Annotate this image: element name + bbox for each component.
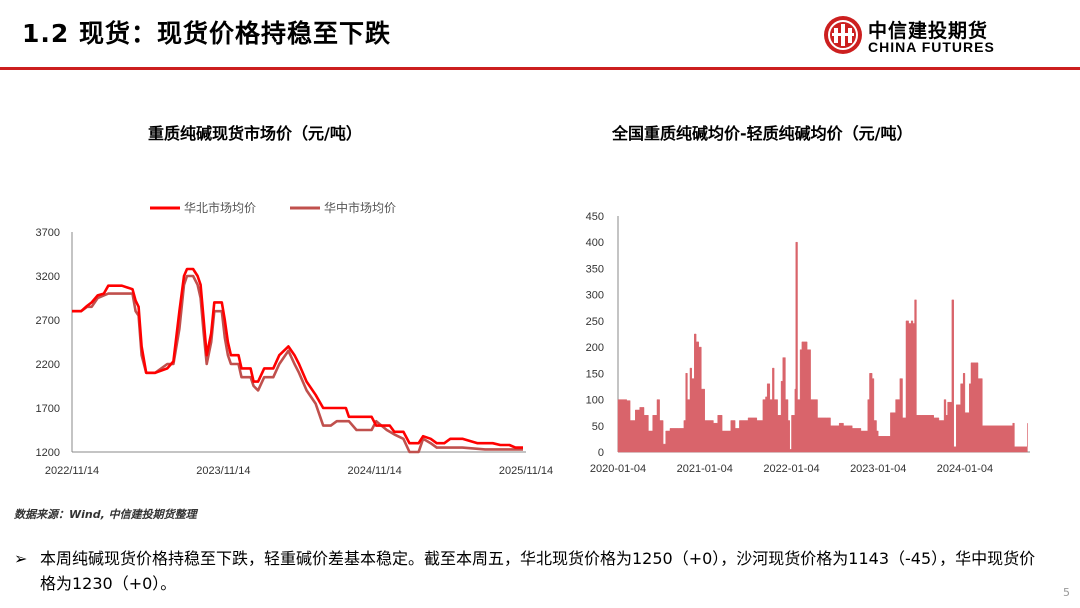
page-title: 1.2 现货：现货价格持稳至下跌: [22, 19, 391, 48]
data-source-note: 数据来源：Wind, 中信建投期货整理: [14, 508, 197, 521]
legend-label: 华中市场均价: [324, 200, 396, 215]
legend-label: 华北市场均价: [184, 200, 256, 215]
y-tick-label: 450: [586, 211, 604, 223]
bullet-arrow-icon: ➢: [14, 549, 28, 568]
price-spread-area: [617, 241, 1028, 453]
x-tick-label: 2024/11/14: [348, 465, 402, 477]
y-tick-label: 2200: [36, 359, 60, 371]
right-chart-title: 全国重质纯碱均价-轻质纯碱均价（元/吨）: [612, 124, 913, 143]
x-tick-label: 2022/11/14: [45, 465, 99, 477]
x-tick-label: 2024-01-04: [937, 463, 993, 475]
y-tick-label: 1700: [36, 403, 60, 415]
y-tick-label: 250: [586, 316, 604, 328]
page-number: 5: [1063, 586, 1070, 599]
x-tick-label: 2023/11/14: [196, 465, 250, 477]
x-tick-label: 2020-01-04: [590, 463, 646, 475]
y-tick-label: 0: [598, 447, 604, 459]
china-futures-logo-icon: [824, 16, 862, 54]
series-line-huazhong: [72, 274, 523, 454]
logo-en-text: CHINA FUTURES: [868, 39, 995, 55]
y-tick-label: 350: [586, 263, 604, 275]
left-line-chart: 1200 1700 2200 2700 3200 3700 2022/11/14 2023/1…: [36, 200, 554, 477]
logo-cn-text: 中信建投期货: [868, 20, 989, 42]
summary-text: 本周纯碱现货价格持稳至下跌，轻重碱价差基本稳定。截至本周五，华北现货价格为125…: [40, 549, 1036, 593]
y-tick-label: 50: [592, 421, 604, 433]
x-tick-label: 2025/11/14: [499, 465, 553, 477]
y-tick-label: 1200: [36, 447, 60, 459]
y-tick-label: 100: [586, 395, 604, 407]
y-tick-label: 150: [586, 368, 604, 380]
y-tick-label: 300: [586, 290, 604, 302]
x-tick-label: 2022-01-04: [763, 463, 819, 475]
right-area-chart: 0 50 100 150 200 250 300 350 400 450 2020-01-04 202…: [586, 211, 1030, 475]
y-tick-label: 3200: [36, 271, 60, 283]
header-divider: [0, 67, 1080, 70]
y-tick-label: 3700: [36, 227, 60, 239]
y-tick-label: 200: [586, 342, 604, 354]
left-chart-title: 重质纯碱现货市场价（元/吨）: [148, 124, 362, 143]
x-tick-label: 2021-01-04: [677, 463, 733, 475]
y-tick-label: 400: [586, 237, 604, 249]
brand-logo: 中信建投期货 CHINA FUTURES: [822, 14, 1012, 60]
y-tick-label: 2700: [36, 315, 60, 327]
series-line-huabei: [72, 267, 523, 449]
x-tick-label: 2023-01-04: [850, 463, 906, 475]
